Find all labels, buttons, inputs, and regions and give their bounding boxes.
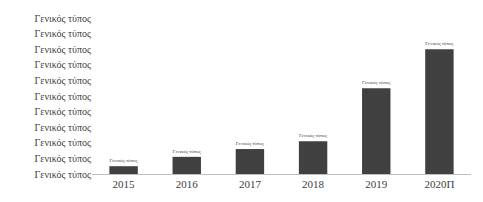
svg-text:Γενικός τύπος: Γενικός τύπος bbox=[35, 13, 91, 24]
svg-text:Γενικός τύπος: Γενικός τύπος bbox=[35, 91, 91, 102]
svg-text:Γενικός τύπος: Γενικός τύπος bbox=[35, 169, 91, 180]
svg-text:Γενικός τύπος: Γενικός τύπος bbox=[299, 133, 327, 138]
svg-text:2019: 2019 bbox=[365, 178, 388, 190]
svg-text:Γενικός τύπος: Γενικός τύπος bbox=[109, 158, 137, 163]
svg-text:2020Π: 2020Π bbox=[424, 178, 454, 190]
svg-text:Γενικός τύπος: Γενικός τύπος bbox=[35, 137, 91, 148]
svg-text:Γενικός τύπος: Γενικός τύπος bbox=[362, 80, 390, 85]
svg-text:Γενικός τύπος: Γενικός τύπος bbox=[35, 44, 91, 55]
svg-text:Γενικός τύπος: Γενικός τύπος bbox=[35, 28, 91, 39]
svg-text:Γενικός τύπος: Γενικός τύπος bbox=[35, 122, 91, 133]
svg-text:Γενικός τύπος: Γενικός τύπος bbox=[236, 141, 264, 146]
svg-text:2015: 2015 bbox=[113, 178, 136, 190]
svg-text:Γενικός τύπος: Γενικός τύπος bbox=[35, 59, 91, 70]
svg-text:Γενικός τύπος: Γενικός τύπος bbox=[35, 153, 91, 164]
svg-text:2016: 2016 bbox=[176, 178, 199, 190]
svg-text:Γενικός τύπος: Γενικός τύπος bbox=[35, 106, 91, 117]
svg-text:Γενικός τύπος: Γενικός τύπος bbox=[173, 149, 201, 154]
svg-text:Γενικός τύπος: Γενικός τύπος bbox=[35, 75, 91, 86]
svg-text:2017: 2017 bbox=[239, 178, 261, 190]
svg-text:Γενικός τύπος: Γενικός τύπος bbox=[425, 41, 453, 46]
svg-text:2018: 2018 bbox=[302, 178, 325, 190]
